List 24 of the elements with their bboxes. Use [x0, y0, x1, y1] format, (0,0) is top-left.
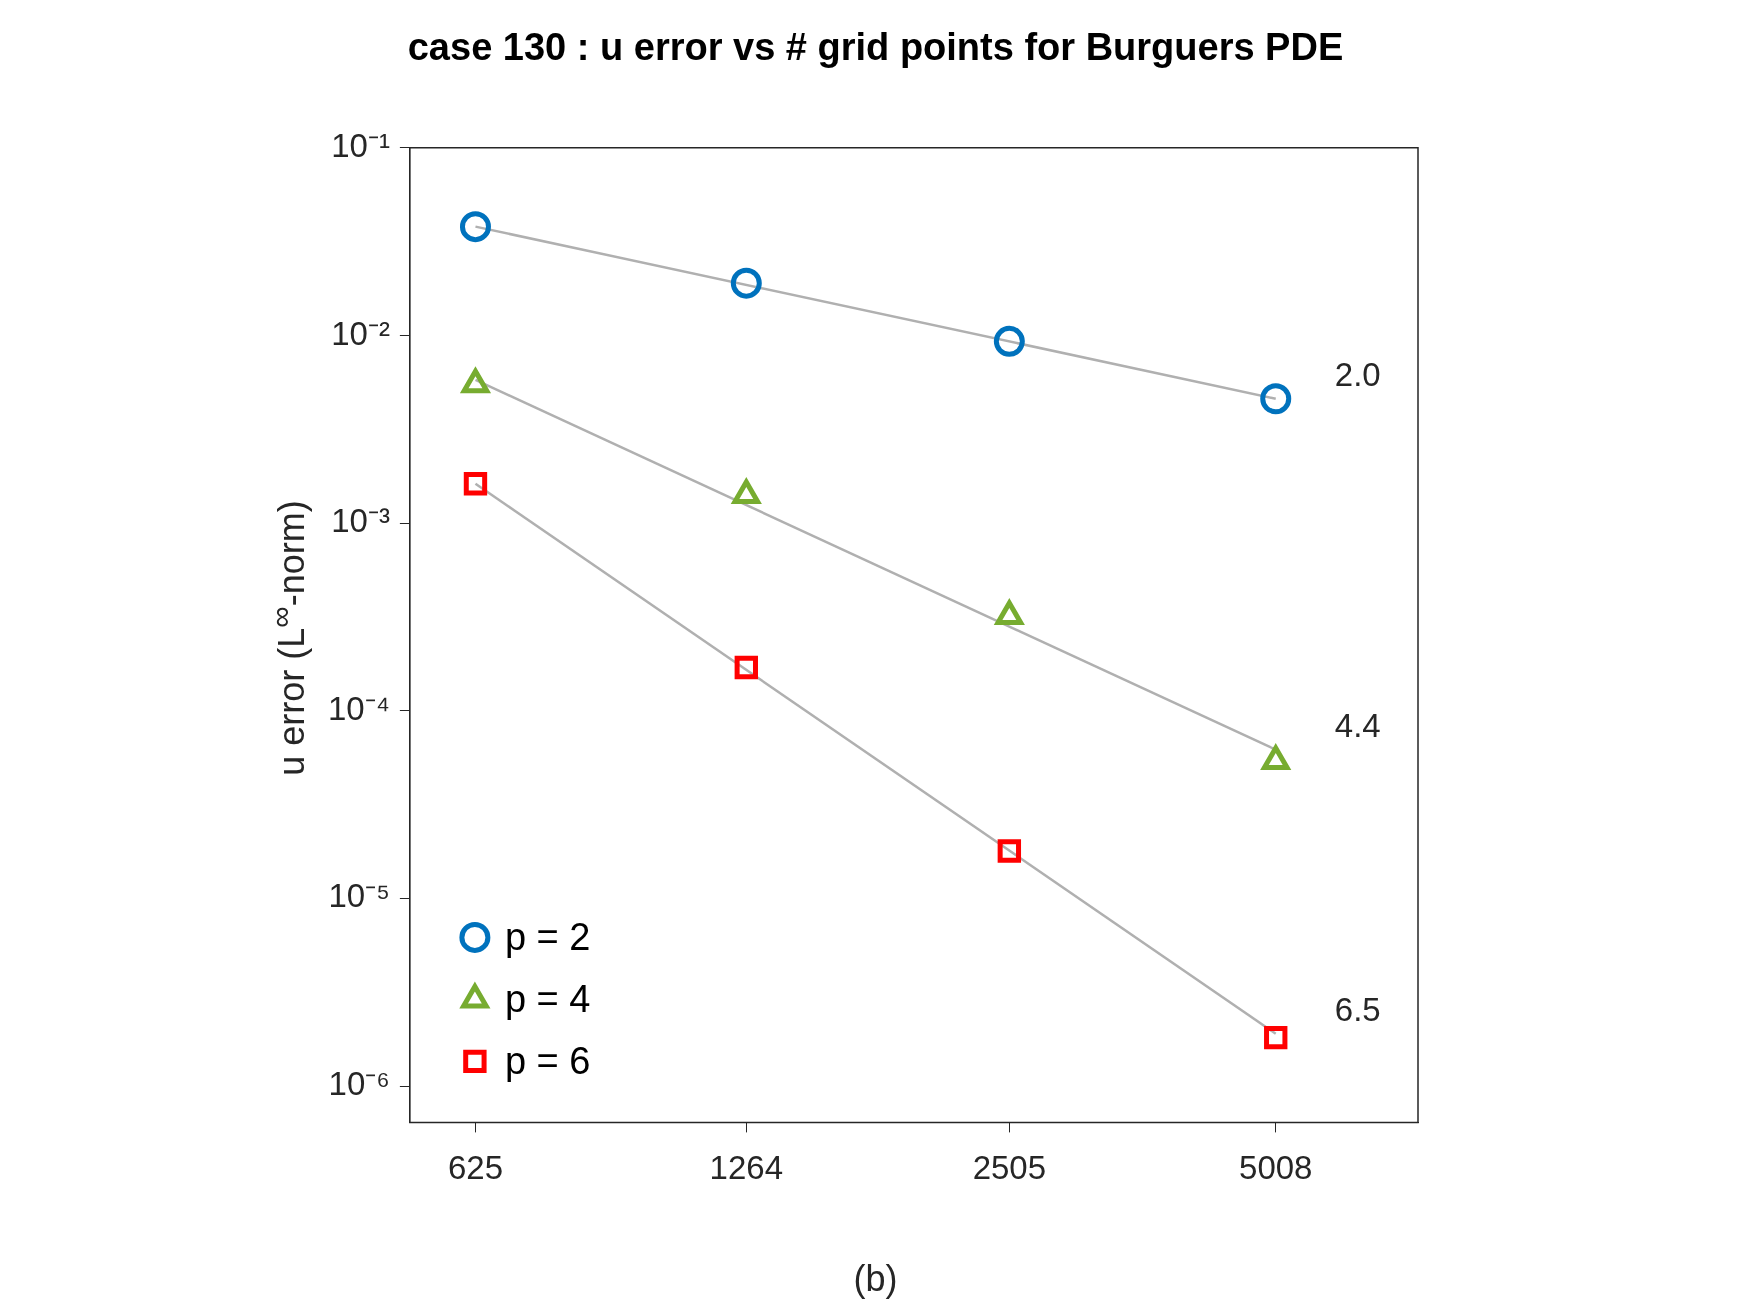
x-tick-label: 1264 [709, 1149, 784, 1187]
x-tick-label: 2505 [972, 1149, 1047, 1187]
point [1264, 1025, 1288, 1050]
y-tick-label: 10⁻² [331, 314, 390, 352]
legend-label: p = 2 [504, 915, 591, 958]
point [1260, 383, 1292, 415]
y-tick-label: 10⁻¹ [331, 126, 390, 164]
x-tick-label: 5008 [1239, 1149, 1313, 1187]
legend-label: p = 6 [504, 1039, 591, 1082]
point [993, 325, 1025, 357]
y-tick-label: 10⁻⁴ [328, 689, 390, 727]
y-tick-label: 10⁻⁵ [328, 877, 390, 915]
annotation: 6.5 [1334, 990, 1381, 1028]
point [463, 472, 488, 496]
chart-title: case 130 : u error vs # grid points for Burguers PDE [406, 26, 1345, 69]
legend-label: p = 4 [504, 977, 591, 1020]
annotation: 2.0 [1334, 355, 1381, 393]
x-tick-label: 625 [447, 1149, 503, 1187]
point [459, 211, 491, 243]
annotation: 4.4 [1334, 706, 1381, 744]
point [997, 839, 1022, 863]
y-tick-label: 10⁻⁶ [328, 1065, 390, 1103]
y-tick-label: 10⁻³ [331, 502, 390, 540]
text: (b) [852, 1258, 899, 1300]
